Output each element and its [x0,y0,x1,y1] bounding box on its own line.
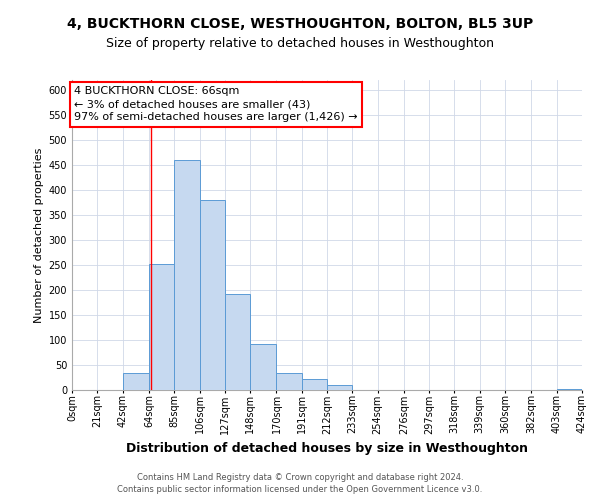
Bar [199,200,225,390]
Bar [277,372,302,390]
Text: 4 BUCKTHORN CLOSE: 66sqm
← 3% of detached houses are smaller (43)
97% of semi-de: 4 BUCKTHORN CLOSE: 66sqm ← 3% of detache… [74,86,358,122]
Bar [302,379,327,390]
Bar [327,385,352,390]
Bar [149,264,174,390]
Text: 4, BUCKTHORN CLOSE, WESTHOUGHTON, BOLTON, BL5 3UP: 4, BUCKTHORN CLOSE, WESTHOUGHTON, BOLTON… [67,18,533,32]
Bar [250,344,277,390]
Bar [225,294,250,390]
X-axis label: Distribution of detached houses by size in Westhoughton: Distribution of detached houses by size … [126,442,528,455]
Text: Size of property relative to detached houses in Westhoughton: Size of property relative to detached ho… [106,38,494,51]
Bar [557,388,582,390]
Text: Contains HM Land Registry data © Crown copyright and database right 2024.: Contains HM Land Registry data © Crown c… [137,474,463,482]
Y-axis label: Number of detached properties: Number of detached properties [34,148,44,322]
Bar [174,160,199,390]
Text: Contains public sector information licensed under the Open Government Licence v3: Contains public sector information licen… [118,485,482,494]
Bar [122,372,149,390]
